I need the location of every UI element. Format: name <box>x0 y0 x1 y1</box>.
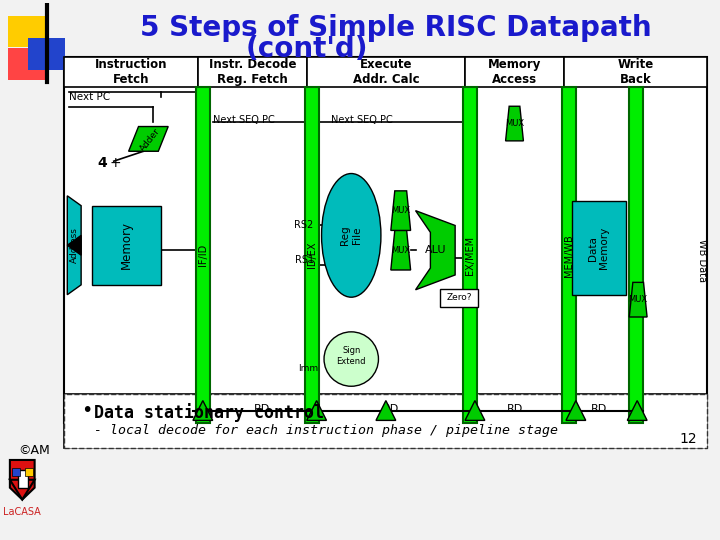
Bar <box>18 470 27 488</box>
Polygon shape <box>307 401 326 421</box>
Text: MUX: MUX <box>391 246 410 255</box>
Bar <box>307 57 465 87</box>
Text: Data stationary control: Data stationary control <box>94 403 324 422</box>
Text: •: • <box>81 401 92 420</box>
Text: RS2: RS2 <box>294 220 314 231</box>
Text: 12: 12 <box>680 432 698 446</box>
Text: Memory
Access: Memory Access <box>488 58 541 86</box>
Polygon shape <box>129 126 168 151</box>
Text: EX/MEM: EX/MEM <box>465 235 475 275</box>
Text: IF/ID: IF/ID <box>198 244 208 266</box>
Bar <box>465 57 564 87</box>
Bar <box>441 289 478 307</box>
Text: Execute
Addr. Calc: Execute Addr. Calc <box>353 58 419 86</box>
Polygon shape <box>465 401 485 421</box>
Bar <box>12 468 19 476</box>
Text: RS1: RS1 <box>294 255 314 265</box>
Bar <box>8 49 45 80</box>
Text: MEM/WB: MEM/WB <box>564 234 574 276</box>
Text: Reg
File: Reg File <box>341 226 362 245</box>
Text: RD: RD <box>383 403 399 414</box>
Text: (cont'd): (cont'd) <box>246 35 368 63</box>
Text: Adder: Adder <box>138 126 162 153</box>
Polygon shape <box>193 401 212 421</box>
Text: Zero?: Zero? <box>446 293 472 302</box>
Text: +: + <box>110 156 122 170</box>
Ellipse shape <box>324 332 379 386</box>
Bar <box>64 57 198 87</box>
Polygon shape <box>67 196 81 295</box>
Text: Data
Memory: Data Memory <box>588 227 609 269</box>
Text: RD: RD <box>254 403 270 414</box>
Text: WB Data: WB Data <box>698 239 708 281</box>
Text: MUX: MUX <box>505 119 524 128</box>
Polygon shape <box>629 282 647 317</box>
Text: ALU: ALU <box>425 245 446 255</box>
Bar <box>564 57 708 87</box>
Text: 4: 4 <box>97 156 107 170</box>
Bar <box>629 87 643 423</box>
Ellipse shape <box>322 173 381 297</box>
Polygon shape <box>566 401 586 421</box>
Text: ©AM: ©AM <box>18 443 50 457</box>
Text: LaCASA: LaCASA <box>4 508 41 517</box>
Bar <box>24 468 32 476</box>
Text: ID/EX: ID/EX <box>307 242 317 268</box>
Bar <box>27 38 66 70</box>
Polygon shape <box>627 401 647 421</box>
Bar <box>572 201 626 295</box>
Text: Sign
Extend: Sign Extend <box>336 346 366 366</box>
Polygon shape <box>391 191 410 231</box>
Bar <box>305 87 318 423</box>
Bar <box>463 87 477 423</box>
Polygon shape <box>505 106 523 141</box>
Text: Imm: Imm <box>299 364 318 374</box>
Polygon shape <box>67 235 81 255</box>
Text: RD: RD <box>506 403 523 414</box>
Text: - local decode for each instruction phase / pipeline stage: - local decode for each instruction phas… <box>94 424 558 437</box>
Text: Address: Address <box>70 227 78 263</box>
Text: Instr. Decode
Reg. Fetch: Instr. Decode Reg. Fetch <box>209 58 296 86</box>
Text: Next SEQ PC: Next SEQ PC <box>331 114 393 125</box>
Polygon shape <box>10 480 35 500</box>
Text: Instruction
Fetch: Instruction Fetch <box>95 58 167 86</box>
Bar <box>64 394 708 448</box>
Bar <box>64 394 708 448</box>
Bar <box>196 87 210 423</box>
Text: MUX: MUX <box>629 295 648 304</box>
Bar <box>562 87 576 423</box>
Polygon shape <box>391 231 410 270</box>
Polygon shape <box>376 401 396 421</box>
Text: RD: RD <box>590 403 607 414</box>
Text: Next PC: Next PC <box>69 92 110 102</box>
Bar <box>8 16 45 48</box>
Text: Next SEQ PC: Next SEQ PC <box>212 114 274 125</box>
Text: 5 Steps of Simple RISC Datapath: 5 Steps of Simple RISC Datapath <box>140 14 652 42</box>
Bar <box>92 206 161 285</box>
Text: MUX: MUX <box>391 206 410 215</box>
Text: Memory: Memory <box>120 221 133 269</box>
Polygon shape <box>415 211 455 290</box>
Bar <box>198 57 307 87</box>
Text: Write
Back: Write Back <box>618 58 654 86</box>
Bar <box>64 57 708 423</box>
Polygon shape <box>10 460 35 500</box>
